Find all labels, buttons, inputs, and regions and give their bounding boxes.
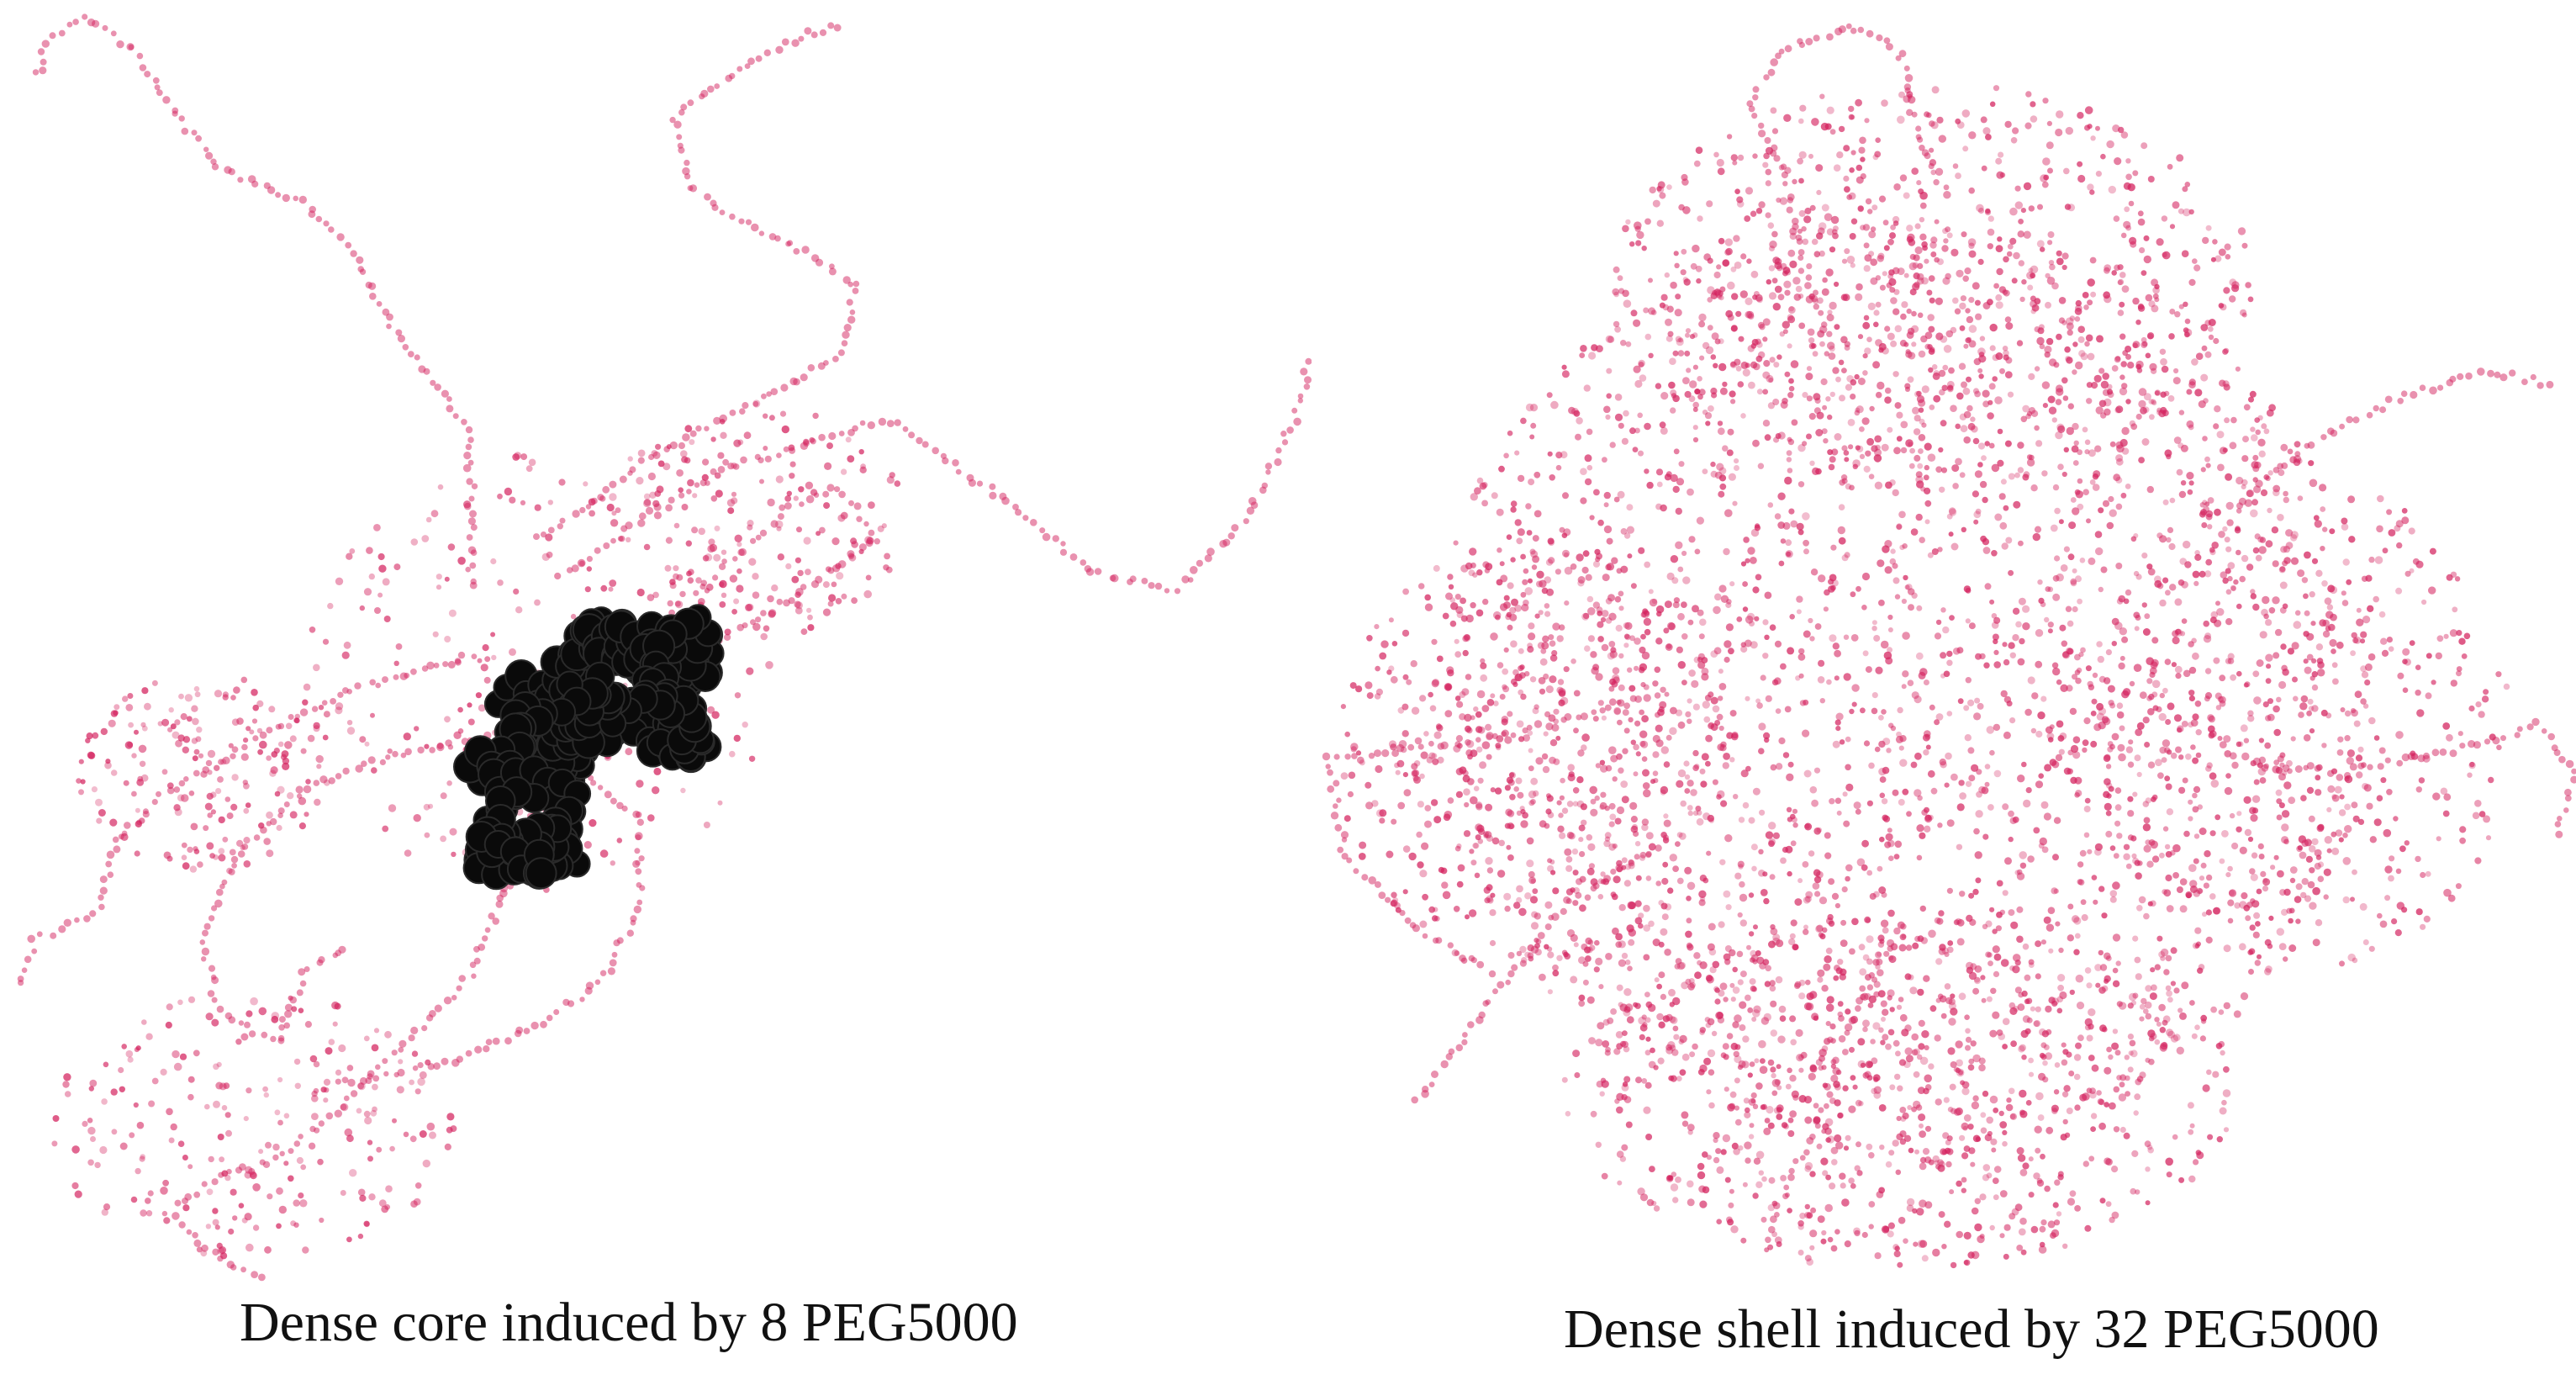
peg-cloud-upper xyxy=(609,399,901,636)
peg-chain-4 xyxy=(17,651,478,986)
peg-chain-1 xyxy=(566,357,1312,595)
peg-cloud-left xyxy=(76,676,330,875)
dense-core-snapshot xyxy=(17,13,1312,1282)
panel-dense-core: Dense core induced by 8 PEG5000 xyxy=(17,13,1312,1353)
core-beads xyxy=(453,604,725,891)
peg-chain-bottom xyxy=(1765,923,1907,1244)
caption-dense-shell: Dense shell induced by 32 PEG5000 xyxy=(1564,1298,2379,1360)
peg-cloud-lower xyxy=(51,995,457,1260)
peg-cloud-upper xyxy=(1612,85,2254,473)
peg-chain-right-top xyxy=(2236,367,2554,510)
peg-chain-6 xyxy=(311,754,646,1097)
peg-chain-far-left xyxy=(1322,686,1666,978)
peg-chain-far-right xyxy=(2229,717,2576,838)
caption-dense-core: Dense core induced by 8 PEG5000 xyxy=(240,1292,1018,1353)
panel-dense-shell: Dense shell induced by 32 PEG5000 xyxy=(1312,0,2576,1380)
dense-shell-snapshot xyxy=(1322,23,2576,1269)
peg-cloud-right xyxy=(2090,479,2510,967)
peg-cloud-shell xyxy=(1431,217,2369,1163)
peg-chain-left-bottom xyxy=(1411,834,1669,1104)
peg-cloud-lower xyxy=(1561,916,2231,1269)
peg-chain-5 xyxy=(199,737,473,1044)
peg-cloud-left xyxy=(1340,537,1727,967)
peg-chain-2 xyxy=(533,22,860,541)
peg-chain-3 xyxy=(32,13,478,590)
peg-chain-top xyxy=(1746,23,1951,360)
